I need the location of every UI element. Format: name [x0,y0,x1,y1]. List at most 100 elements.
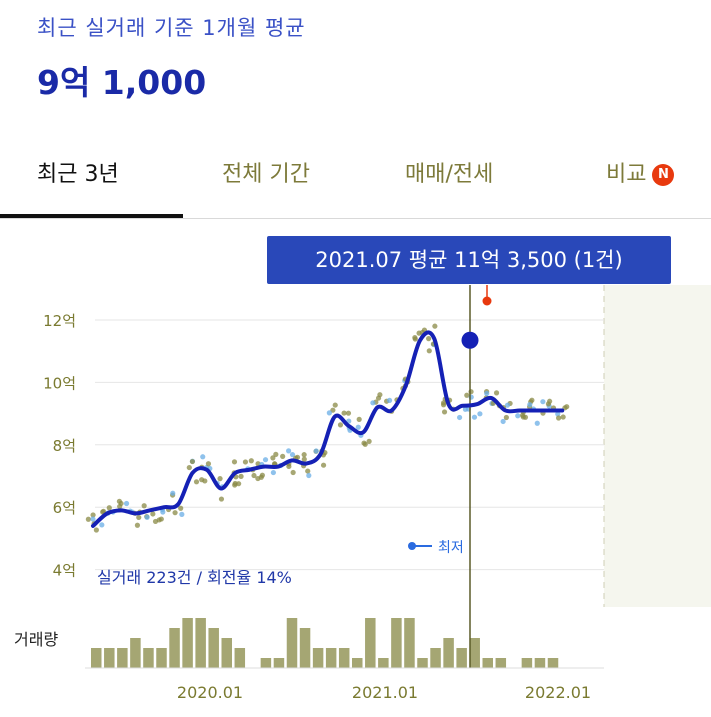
price-tooltip: 2021.07 평균 11억 3,500 (1건) [267,236,671,284]
transaction-dot [231,459,238,465]
transaction-dot [205,461,212,467]
x-axis-labels: 2020.01 2021.01 2022.01 [177,683,591,702]
transaction-dot [356,416,362,422]
volume-bar [91,648,102,668]
transaction-dot [426,336,432,342]
volume-bar [208,628,219,668]
max-price-point [482,296,492,306]
transaction-dot [519,412,526,418]
transaction-dot [90,516,96,522]
transaction-dot [242,459,249,465]
y-tick-label: 6억 [53,499,76,517]
transaction-dot [468,389,474,395]
transaction-dot [178,505,184,511]
transaction-dot [186,464,192,471]
volume-bar [312,648,324,668]
transaction-dot [504,402,511,408]
y-axis-labels: 4억 6억 8억 10억 12억 [43,312,76,580]
transaction-dot [99,522,105,528]
transaction-dot [93,527,99,533]
tab-recent-3-years[interactable]: 최근 3년 [37,162,119,187]
transaction-dot [500,418,506,425]
highlight-point[interactable] [461,331,479,349]
transaction-dot [345,410,352,416]
transaction-dot [270,469,276,476]
volume-bar [391,618,402,668]
volume-bar [286,618,298,668]
transaction-dot [462,406,468,412]
transaction-dot [85,516,91,522]
transaction-dot [457,414,463,421]
price-chart[interactable]: 4억 6억 8억 10억 12억 최저 실거래 223건 / 회전율 14% 거래량 2… [0,220,711,717]
volume-bar [325,648,337,668]
transaction-dot [441,409,448,415]
volume-bar [169,628,180,668]
transaction-dot [326,410,332,416]
transaction-dot [361,440,367,446]
volume-bar [443,638,454,668]
tab-all-period[interactable]: 전체 기간 [222,162,310,187]
y-tick-label: 4억 [53,562,76,580]
grid-lines [95,319,604,571]
transaction-dot [440,402,447,408]
x-tick-label: 2022.01 [525,683,591,702]
tab-compare[interactable]: 비교 N [606,156,675,188]
transaction-dot [144,514,150,520]
transaction-dot [141,503,147,509]
transaction-dot [341,410,347,416]
y-tick-label: 10억 [43,374,76,392]
transaction-dot [370,400,376,406]
volume-bar [482,658,493,668]
transaction-dot [412,335,418,341]
y-tick-label: 12억 [43,312,76,330]
transaction-dot [332,402,338,408]
transaction-dot [560,414,566,420]
transaction-dot [270,455,276,461]
volume-bar [495,658,507,668]
transaction-dot [193,479,200,485]
transaction-dot [555,411,561,417]
price-trend-line [91,330,565,528]
future-region [604,285,711,607]
transaction-dot [355,424,361,430]
transaction-dot [313,448,319,454]
volume-bar [378,658,389,668]
legend-min: 최저 [408,540,464,556]
volume-bar [130,638,141,668]
transaction-summary: 실거래 223건 / 회전율 14% [97,568,292,587]
transaction-dot [248,458,254,464]
transaction-dot [330,407,336,413]
volume-bar [365,618,376,668]
volume-bars [91,618,559,668]
transaction-dot [290,469,296,476]
transaction-dot [503,414,509,421]
transaction-dot [170,490,176,496]
transaction-dot [262,457,269,463]
tab-sale-jeonse[interactable]: 매매/전세 [405,162,494,187]
volume-bar [534,658,546,668]
volume-bar [404,618,415,668]
period-tabs: 최근 3년 전체 기간 매매/전세 비교 N [0,140,711,220]
transaction-dot [386,397,393,404]
transaction-dot [289,452,296,458]
tab-compare-label: 비교 [606,162,647,187]
transaction-dot [232,482,238,488]
transaction-dot [320,462,327,468]
volume-bar [417,658,428,668]
transaction-dot [259,472,265,478]
volume-bar [456,648,467,668]
transaction-dot [493,390,500,396]
transaction-dot [540,399,546,405]
volume-bar [117,648,128,668]
volume-bar [143,648,154,668]
transaction-dot [118,500,124,507]
transaction-dot [123,500,130,507]
volume-bar [260,658,272,668]
volume-bar [104,648,115,668]
transaction-dot [432,323,438,329]
legend-min-label: 최저 [438,540,464,556]
transaction-dot [236,481,242,487]
transaction-dot [136,514,142,521]
transaction-dot [306,472,312,479]
transaction-dot [515,413,521,419]
